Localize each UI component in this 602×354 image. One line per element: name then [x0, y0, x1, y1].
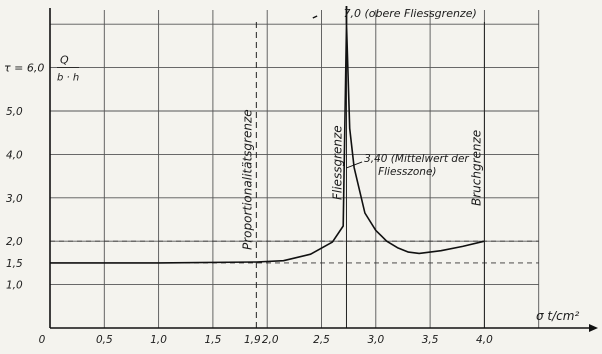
- y-axis-formula-numerator: Q: [60, 54, 69, 67]
- y-tick-label: 1,0: [6, 280, 23, 292]
- series-line-1: [50, 23, 485, 264]
- x-tick-label: 3,5: [422, 334, 439, 346]
- limit-label-3: Bruchgrenze: [469, 130, 483, 206]
- x-axis-label: σ t/cm²: [536, 309, 579, 323]
- y-tick-label: 4,0: [6, 149, 23, 161]
- x-tick-label: 1,5: [205, 334, 222, 346]
- x-tick-label: 3,0: [367, 334, 384, 346]
- x-tick-label: 1,0: [150, 334, 167, 346]
- mean-annotation-leader: [346, 161, 363, 169]
- y-tick-label: 3,0: [6, 193, 23, 205]
- y-axis-label: τ = 6,0: [4, 62, 44, 75]
- x-tick-label: 1,9: [244, 334, 261, 346]
- peak-annotation: 7,0 (obere Fliessgrenze): [343, 7, 476, 20]
- limit-label-2: Fliessgrenze: [330, 125, 344, 200]
- axes: [49, 8, 598, 332]
- x-tick-label: 0,5: [96, 334, 113, 346]
- x-axis-arrow: [589, 324, 598, 332]
- x-tick-label: 2,0: [262, 334, 279, 346]
- mean-annotation-line1: 3,40 (Mittelwert der: [364, 153, 469, 165]
- y-tick-label: 1,5: [6, 258, 23, 270]
- data-series: [50, 6, 485, 264]
- x-tick-label: 4,0: [476, 334, 493, 346]
- x-tick-label: 0: [39, 334, 46, 346]
- mean-annotation-line2: Fliesszone): [378, 166, 436, 178]
- limit-label-1: Proportionalitätsgrenze: [240, 109, 254, 250]
- y-tick-label: 2,0: [6, 236, 23, 248]
- top-tick-mark: [312, 15, 318, 19]
- labels: 0 0,5 1,0 1,5 1,9 2,0 2,5 3,0 3,5 4,01,01,52,03,0…: [4, 7, 579, 346]
- y-tick-label: 5,0: [6, 106, 23, 118]
- grid: [50, 10, 540, 328]
- x-tick-label: 2,5: [313, 334, 330, 346]
- y-axis-formula-denominator: b · h: [57, 73, 79, 84]
